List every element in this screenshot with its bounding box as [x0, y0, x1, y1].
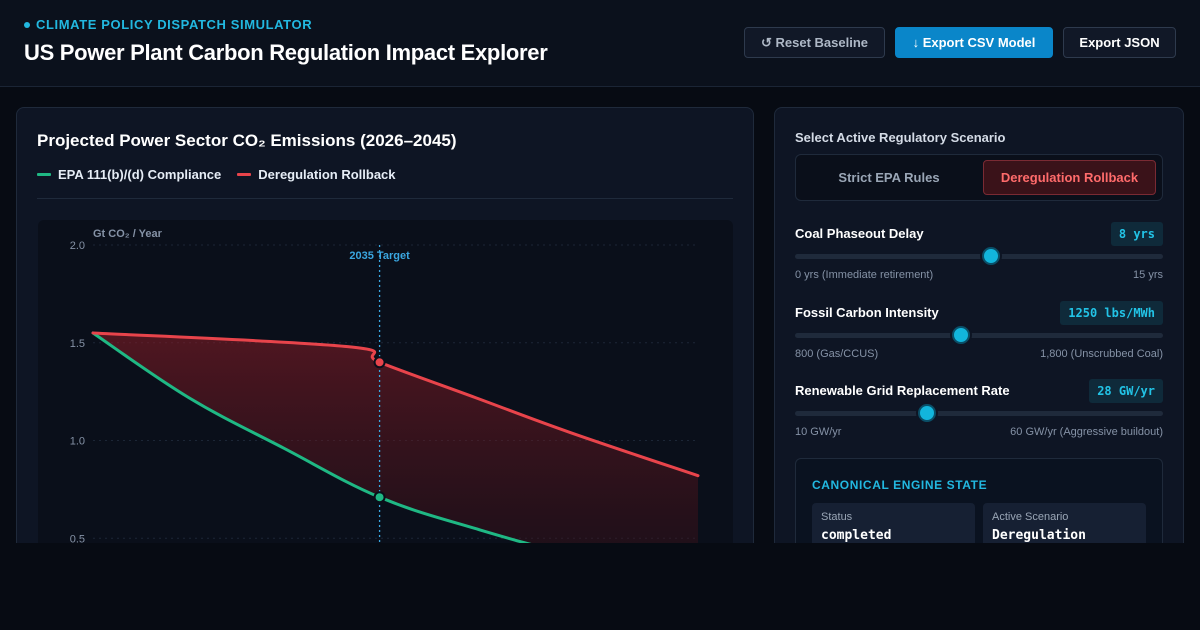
legend-item-dereg[interactable]: Deregulation Rollback — [237, 167, 396, 182]
eyebrow-text: CLIMATE POLICY DISPATCH SIMULATOR — [36, 17, 313, 32]
legend-label-dereg: Deregulation Rollback — [258, 167, 396, 182]
renewable-rate-max: 60 GW/yr (Aggressive buildout) — [1010, 426, 1163, 438]
renewable-rate-value: 28 GW/yr — [1089, 379, 1163, 403]
emissions-gap-area — [93, 332, 698, 543]
renewable-rate-track[interactable] — [795, 411, 1163, 416]
engine-scenario-label: Active Scenario — [992, 511, 1069, 523]
engine-status-label: Status — [821, 511, 853, 523]
carbon-intensity-thumb[interactable] — [951, 326, 970, 344]
legend-swatch-dereg — [237, 173, 252, 176]
scenario-label: Select Active Regulatory Scenario — [795, 130, 1006, 145]
target-label: 2035 Target — [349, 250, 410, 262]
target-marker-1 — [373, 356, 386, 369]
controls-panel: Select Active Regulatory Scenario Strict… — [774, 107, 1184, 543]
y-tick-label-2: 1.0 — [70, 436, 85, 448]
renewable-rate-label: Renewable Grid Replacement Rate — [795, 383, 1010, 398]
engine-scenario-value: Deregulation — [992, 528, 1086, 543]
chart-title: Projected Power Sector CO₂ Emissions (20… — [37, 131, 457, 150]
coal-phaseout-max: 15 yrs — [1133, 269, 1163, 281]
coal-phaseout-track[interactable] — [795, 254, 1163, 259]
engine-status-value: completed — [821, 528, 892, 543]
coal-phaseout-thumb[interactable] — [982, 247, 1001, 265]
legend-label-epa: EPA 111(b)/(d) Compliance — [58, 167, 222, 182]
chart-divider — [37, 198, 733, 199]
chart-legend: EPA 111(b)/(d) Compliance Deregulation R… — [37, 167, 396, 182]
reset-baseline-button[interactable]: ↺ Reset Baseline — [744, 27, 885, 58]
renewable-rate-thumb[interactable] — [918, 404, 937, 422]
coal-phaseout-min: 0 yrs (Immediate retirement) — [795, 269, 934, 281]
coal-phaseout-label: Coal Phaseout Delay — [795, 226, 924, 241]
page-title: US Power Plant Carbon Regulation Impact … — [24, 40, 548, 65]
engine-status-cell: Status completed — [812, 503, 975, 543]
export-json-button[interactable]: Export JSON — [1063, 27, 1176, 58]
coal-phaseout-value: 8 yrs — [1110, 222, 1163, 246]
status-dot-icon — [24, 21, 30, 28]
y-tick-label-3: 0.5 — [70, 533, 85, 543]
engine-state-card: CANONICAL ENGINE STATE Status completed … — [795, 458, 1163, 543]
y-tick-label-1: 1.5 — [70, 338, 85, 350]
legend-item-epa[interactable]: EPA 111(b)/(d) Compliance — [37, 167, 221, 182]
legend-swatch-epa — [37, 173, 51, 176]
y-tick-label-0: 2.0 — [70, 240, 85, 252]
target-marker-0 — [373, 491, 386, 504]
chart-panel: Projected Power Sector CO₂ Emissions (20… — [16, 107, 754, 543]
scenario-toggle: Strict EPA Rules Deregulation Rollback — [795, 154, 1163, 201]
carbon-intensity-label: Fossil Carbon Intensity — [795, 305, 939, 320]
scenario-option-deregulation[interactable]: Deregulation Rollback — [983, 160, 1156, 195]
engine-scenario-cell: Active Scenario Deregulation — [983, 503, 1146, 543]
scenario-option-strict-epa[interactable]: Strict EPA Rules — [838, 170, 940, 185]
carbon-intensity-max: 1,800 (Unscrubbed Coal) — [1040, 348, 1163, 360]
carbon-intensity-min: 800 (Gas/CCUS) — [795, 348, 879, 360]
series-line-1 — [91, 331, 700, 478]
y-axis-label: Gt CO₂ / Year — [93, 228, 163, 240]
chart-area: 2.0 1.5 1.0 0.5 Gt CO₂ / Year 2035 Target — [38, 220, 733, 543]
export-csv-button[interactable]: ↓ Export CSV Model — [895, 27, 1053, 58]
carbon-intensity-track[interactable] — [795, 333, 1163, 338]
engine-state-title: CANONICAL ENGINE STATE — [812, 478, 988, 492]
renewable-rate-min: 10 GW/yr — [795, 426, 842, 438]
app-header: CLIMATE POLICY DISPATCH SIMULATOR US Pow… — [0, 0, 1200, 87]
emissions-chart: 2.0 1.5 1.0 0.5 Gt CO₂ / Year 2035 Target — [70, 228, 700, 543]
app-eyebrow: CLIMATE POLICY DISPATCH SIMULATOR — [24, 17, 312, 32]
carbon-intensity-value: 1250 lbs/MWh — [1060, 301, 1163, 325]
